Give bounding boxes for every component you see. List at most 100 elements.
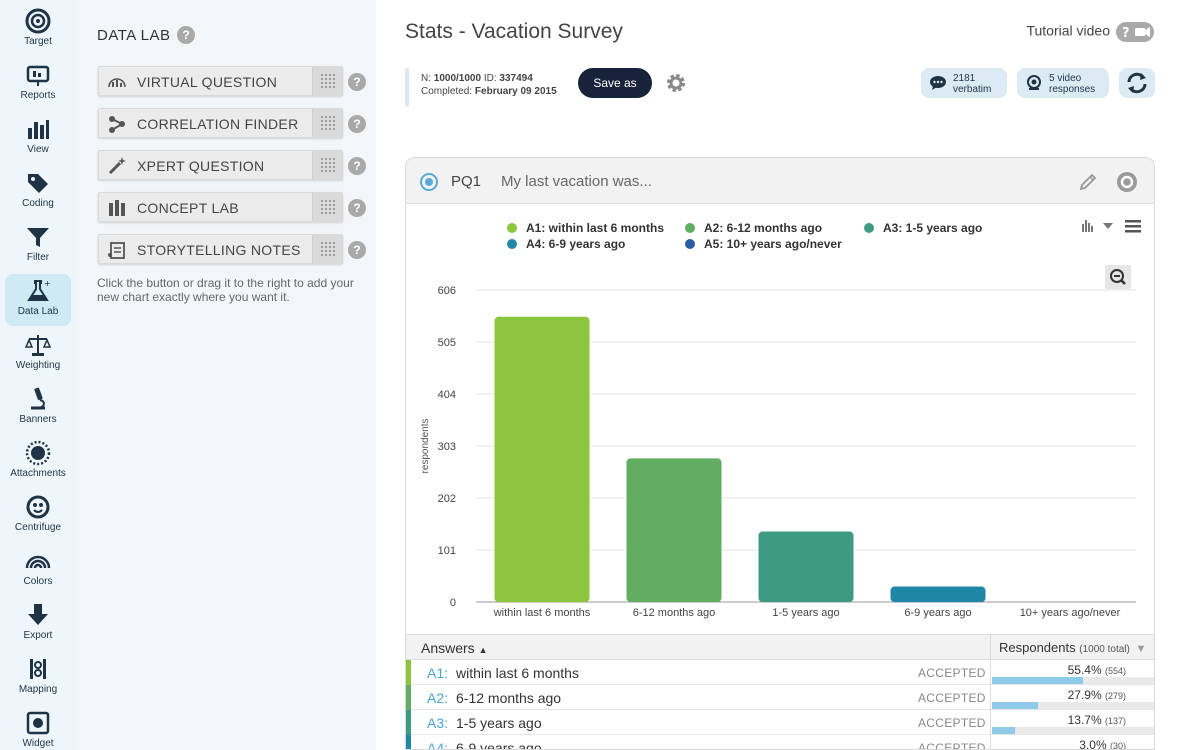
chart-type-icon[interactable] — [1082, 220, 1113, 232]
x-tick-label: 10+ years ago/never — [1020, 607, 1121, 619]
answer-row[interactable]: A2: 6-12 months ago ACCEPTED 27.9% (279) — [406, 685, 1154, 710]
main-content: Stats - Vacation Survey Tutorial video? … — [376, 0, 1186, 750]
correlation-icon — [109, 116, 125, 133]
y-tick-label: 505 — [438, 337, 456, 349]
gear-icon[interactable] — [664, 71, 688, 95]
rail-item-reports[interactable]: Reports — [5, 58, 71, 110]
rail-item-view[interactable]: View — [5, 112, 71, 164]
rail-item-data-lab[interactable]: + Data Lab — [5, 274, 71, 326]
rail-item-banners[interactable]: Banners — [5, 382, 71, 434]
verbatim-button[interactable]: 2181 verbatim — [921, 68, 1007, 98]
hamburger-menu-icon[interactable] — [1125, 220, 1141, 233]
circle-menu-icon[interactable] — [1116, 171, 1138, 193]
bar[interactable] — [758, 531, 854, 602]
verbatim-label: verbatim — [953, 84, 992, 95]
video-responses-button[interactable]: 5 video responses — [1017, 68, 1109, 98]
question-select-radio[interactable] — [420, 173, 438, 191]
rail-label: Mapping — [18, 684, 58, 695]
id-value: 337494 — [499, 73, 533, 84]
rail-label: Coding — [22, 198, 54, 209]
rail-item-weighting[interactable]: Weighting — [5, 328, 71, 380]
pencil-icon[interactable] — [1078, 172, 1098, 192]
legend-item[interactable]: A4: 6-9 years ago — [507, 237, 625, 251]
bar-chart-icon — [28, 120, 49, 139]
rail-item-centrifuge[interactable]: Centrifuge — [5, 490, 71, 542]
help-icon[interactable]: ? — [348, 241, 366, 259]
x-tick-label: 1-5 years ago — [772, 607, 839, 619]
virtual-question-button[interactable]: VIRTUAL QUESTION — [98, 66, 343, 96]
help-icon[interactable]: ? — [177, 26, 195, 44]
question-header: PQ1 My last vacation was... — [406, 158, 1154, 204]
legend-swatch — [685, 239, 695, 249]
drag-handle[interactable] — [312, 193, 342, 221]
rail-item-filter[interactable]: Filter — [5, 220, 71, 272]
storytelling-notes-button[interactable]: STORYTELLING NOTES — [98, 234, 343, 264]
answer-row[interactable]: A1: within last 6 months ACCEPTED 55.4% (55… — [406, 660, 1154, 685]
drag-handle[interactable] — [312, 67, 342, 95]
drag-handle[interactable] — [312, 235, 342, 263]
panel-hint: Click the button or drag it to the right… — [97, 276, 354, 304]
y-axis: 0 101 202 303 404 505 606 — [438, 285, 456, 609]
legend-item[interactable]: A3: 1-5 years ago — [864, 221, 982, 235]
answer-color-swatch — [406, 660, 411, 685]
chart-legend: A1: within last 6 months A2: 6-12 months … — [507, 221, 982, 251]
concept-lab-button[interactable]: CONCEPT LAB — [98, 192, 343, 222]
tutorial-video-link[interactable]: Tutorial video? — [1026, 22, 1154, 42]
widget-icon — [26, 711, 50, 735]
rail-label: Filter — [26, 252, 50, 263]
bar[interactable] — [494, 316, 590, 602]
answer-color-swatch — [406, 685, 411, 710]
x-tick-label: within last 6 months — [493, 607, 591, 619]
help-icon[interactable]: ? — [348, 157, 366, 175]
rail-label: Weighting — [15, 360, 61, 371]
legend-label: A4: 6-9 years ago — [526, 237, 625, 251]
panel-title: DATA LAB — [97, 27, 171, 44]
help-icon[interactable]: ? — [348, 199, 366, 217]
answer-text: 1-5 years ago — [456, 715, 542, 731]
target-icon — [25, 8, 51, 34]
webcam-icon — [1027, 75, 1041, 90]
bar-chart: A1: within last 6 months A2: 6-12 months … — [420, 220, 1141, 619]
drag-handle[interactable] — [312, 151, 342, 179]
respondents-header[interactable]: Respondents (1000 total) ▼ — [990, 635, 1154, 659]
tool-label: XPERT QUESTION — [137, 158, 265, 174]
refresh-button[interactable] — [1119, 68, 1155, 98]
answer-text: 6-9 years ago — [456, 740, 542, 750]
legend-item[interactable]: A2: 6-12 months ago — [685, 221, 822, 235]
drag-handle[interactable] — [312, 109, 342, 137]
bar[interactable] — [626, 458, 722, 602]
answer-color-swatch — [406, 735, 411, 749]
tool-label: CORRELATION FINDER — [137, 116, 299, 132]
answer-percent: 13.7% (137) — [1067, 713, 1126, 727]
rail-label: View — [27, 144, 49, 155]
legend-item[interactable]: A5: 10+ years ago/never — [685, 237, 842, 251]
percent-bar-track — [992, 727, 1154, 734]
percent-bar-fill — [992, 677, 1084, 684]
help-icon[interactable]: ? — [348, 73, 366, 91]
help-icon[interactable]: ? — [348, 115, 366, 133]
rail-label: Widget — [22, 738, 54, 749]
answer-status: ACCEPTED — [918, 716, 986, 730]
concept-icon — [109, 200, 125, 216]
correlation-finder-button[interactable]: CORRELATION FINDER — [98, 108, 343, 138]
rail-item-attachments[interactable]: Attachments — [5, 436, 71, 488]
flask-icon: + — [27, 279, 51, 301]
y-tick-label: 101 — [438, 545, 456, 557]
rail-item-target[interactable]: Target — [5, 4, 71, 56]
answers-sort-header[interactable]: Answers ▲ — [421, 640, 488, 656]
answer-row[interactable]: A3: 1-5 years ago ACCEPTED 13.7% (137) — [406, 710, 1154, 735]
zoom-out-icon[interactable] — [1105, 265, 1131, 289]
bar[interactable] — [890, 586, 986, 602]
rail-item-mapping[interactable]: Mapping — [5, 652, 71, 704]
answer-code: A2: — [427, 690, 449, 706]
legend-item[interactable]: A1: within last 6 months — [507, 221, 664, 235]
legend-label: A1: within last 6 months — [526, 221, 664, 235]
rail-item-export[interactable]: Export — [5, 598, 71, 650]
rail-item-coding[interactable]: Coding — [5, 166, 71, 218]
x-axis: within last 6 months 6-12 months ago 1-5 y… — [493, 607, 1121, 619]
xpert-question-button[interactable]: XPERT QUESTION — [98, 150, 343, 180]
rail-item-colors[interactable]: Colors — [5, 544, 71, 596]
save-as-button[interactable]: Save as — [578, 68, 652, 98]
answer-row[interactable]: A4: 6-9 years ago ACCEPTED 3.0% (30) — [406, 735, 1154, 750]
rail-item-widget[interactable]: Widget — [5, 706, 71, 750]
